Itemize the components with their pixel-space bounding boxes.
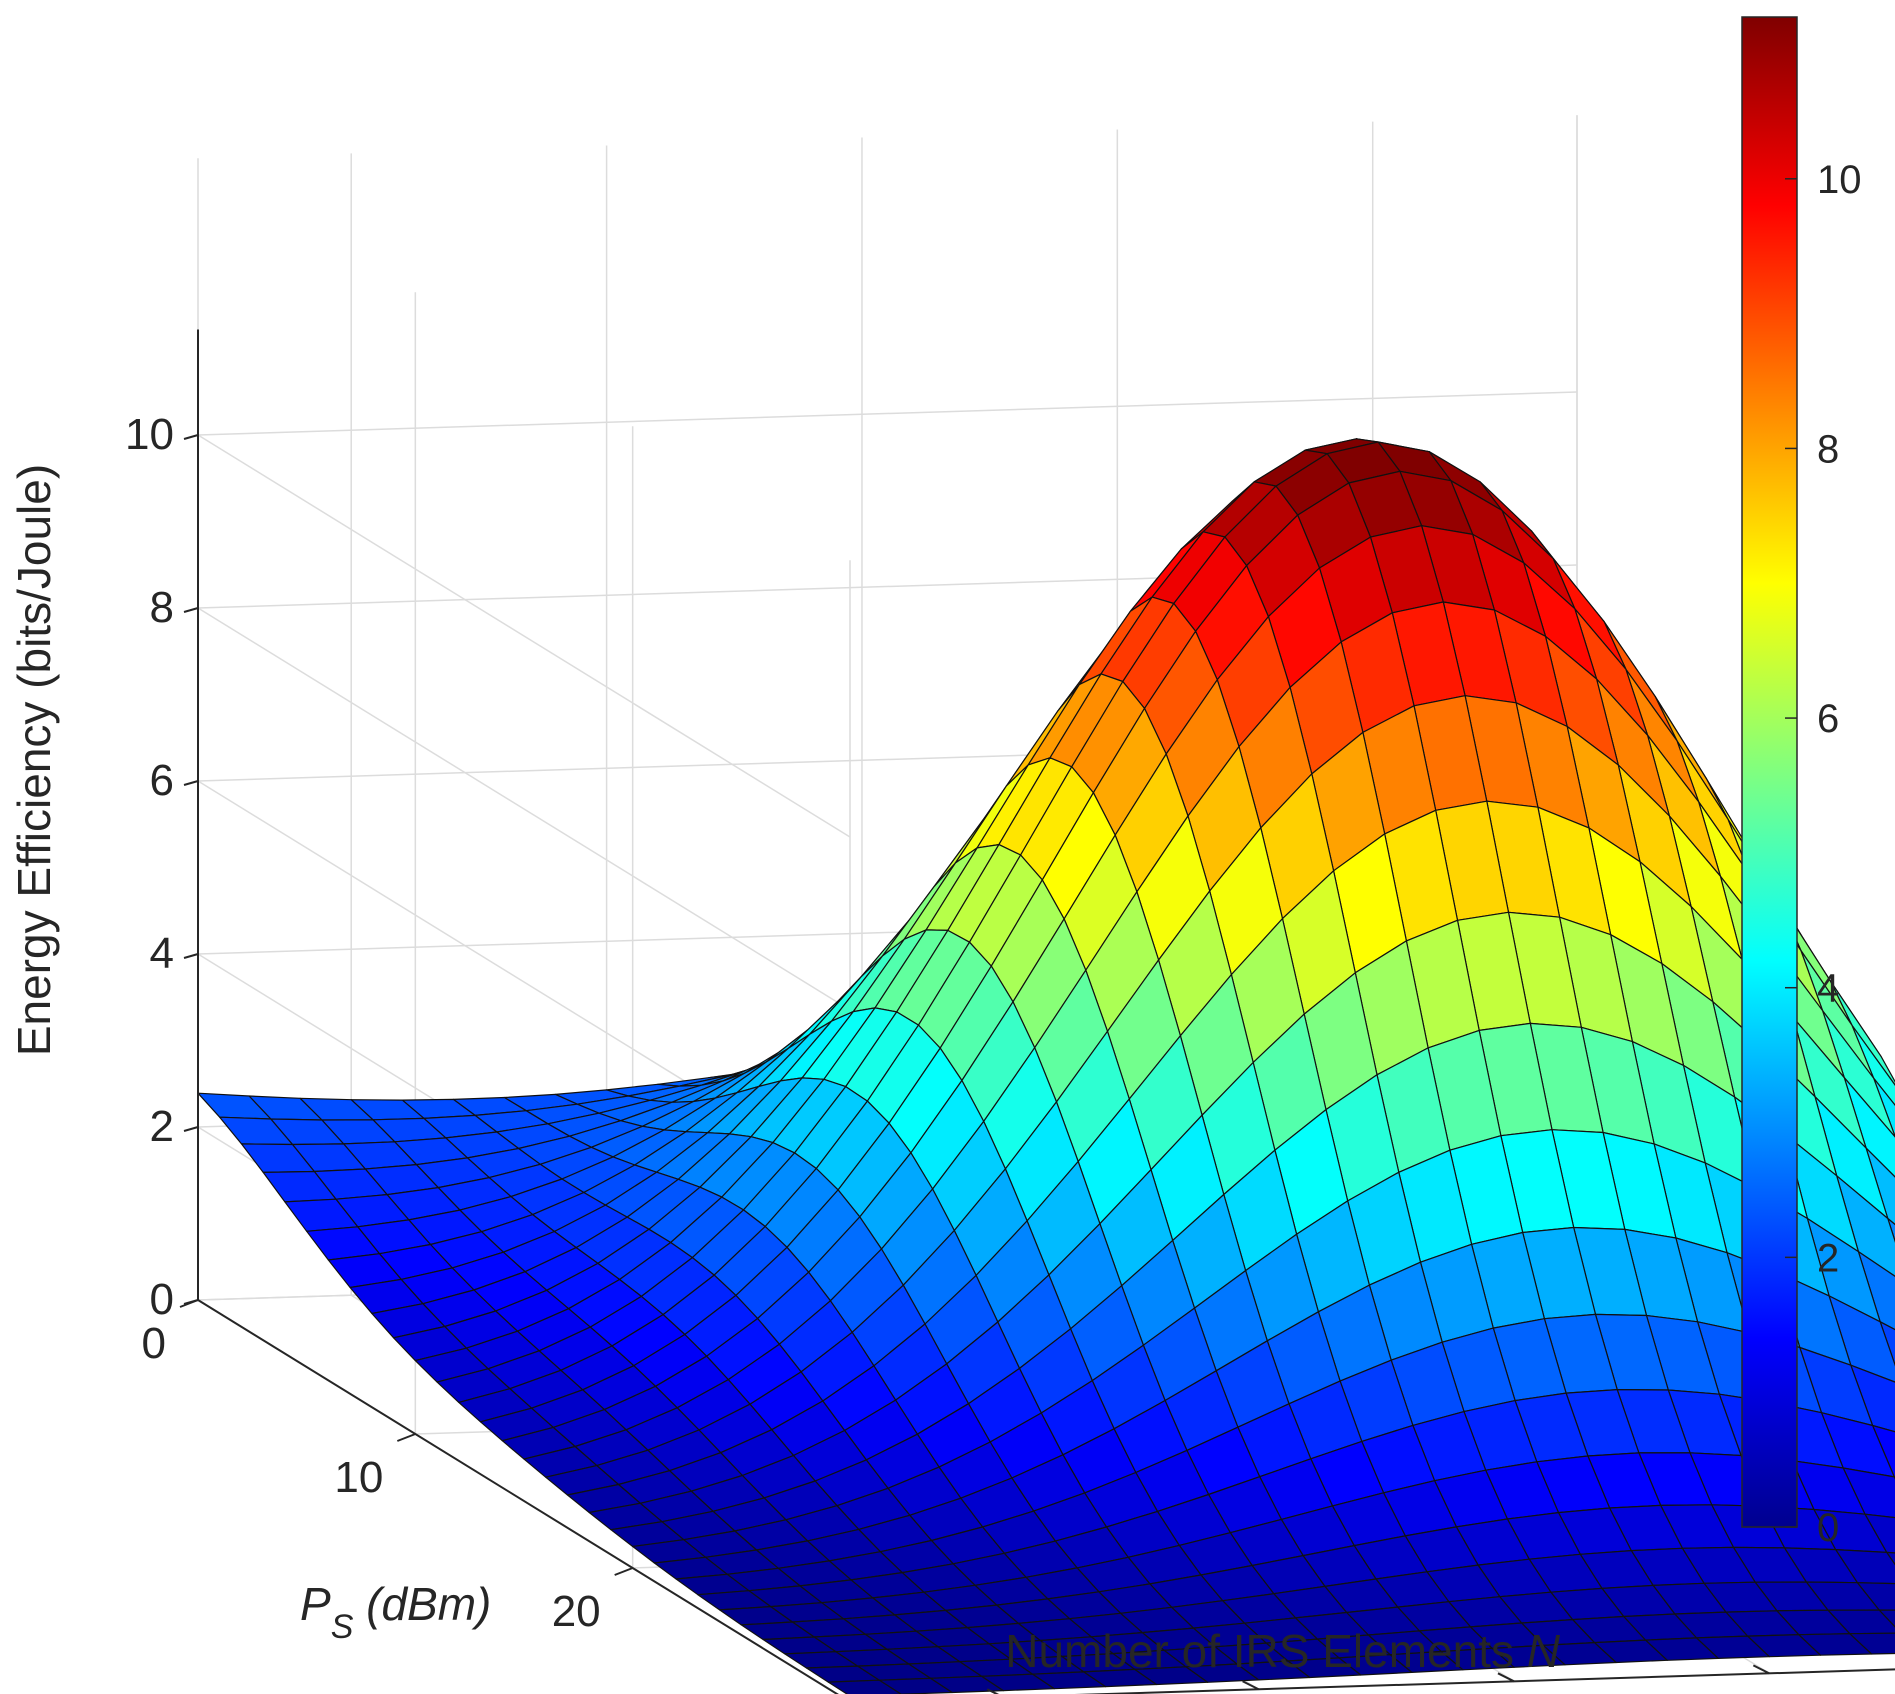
y-tick-mark xyxy=(1497,1672,1515,1683)
y-axis-title: Number of IRS Elements N xyxy=(1005,1625,1561,1677)
z-tick-label: 10 xyxy=(125,410,174,459)
z-tick-label: 2 xyxy=(150,1102,174,1151)
x-tick-mark xyxy=(396,1433,416,1442)
x-tick-mark xyxy=(179,1299,199,1308)
surface-patch xyxy=(827,1679,902,1694)
y-axis-title-var: N xyxy=(1527,1625,1561,1677)
colorbar-tick-label: 10 xyxy=(1817,158,1862,202)
colorbar-bar xyxy=(1741,16,1798,1528)
x-axis-ticks: 0102030 xyxy=(142,1299,634,1636)
y-tick-mark xyxy=(1242,1680,1260,1691)
y-tick-mark xyxy=(986,1688,1000,1694)
z-tick-label: 4 xyxy=(150,929,174,978)
colorbar-tick-label: 6 xyxy=(1817,697,1839,741)
y-tick-mark xyxy=(1752,1664,1770,1675)
z-tick-mark xyxy=(183,953,199,959)
z-tick-label: 8 xyxy=(150,583,174,632)
x-axis-title: PS (dBm) xyxy=(300,1578,491,1646)
z-tick-mark xyxy=(183,1126,199,1132)
y-axis-line xyxy=(1074,1668,1895,1694)
x-axis-line xyxy=(197,1299,839,1694)
y-axis-title-text: Number of IRS Elements xyxy=(1005,1625,1527,1677)
x-tick-label: 0 xyxy=(142,1319,166,1368)
colorbar-tick-label: 4 xyxy=(1817,967,1839,1011)
x-tick-label: 10 xyxy=(334,1453,383,1502)
colorbar: 0 2 4 6 8 10 xyxy=(1741,16,1862,1550)
colorbar-tick-label: 8 xyxy=(1817,427,1839,471)
grid-line xyxy=(197,391,1578,436)
colorbar-ticks: 0 2 4 6 8 10 xyxy=(1785,158,1862,1550)
colorbar-tick-label: 2 xyxy=(1817,1236,1839,1280)
colorbar-tick-label: 0 xyxy=(1817,1506,1839,1550)
z-tick-mark xyxy=(183,434,199,440)
x-tick-label: 20 xyxy=(552,1587,601,1636)
z-tick-mark xyxy=(183,607,199,613)
x-axis-title-main: P xyxy=(300,1578,331,1630)
energy-efficiency-surface xyxy=(197,438,1895,1694)
grid-line xyxy=(197,434,851,838)
z-tick-mark xyxy=(183,780,199,786)
z-tick-label: 0 xyxy=(150,1275,174,1324)
x-tick-mark xyxy=(614,1567,634,1576)
z-tick-label: 6 xyxy=(150,756,174,805)
grid-line xyxy=(197,607,851,1011)
x-axis-title-unit: (dBm) xyxy=(353,1578,491,1630)
axis-lines xyxy=(197,329,1895,1694)
z-axis-title: Energy Efficiency (bits/Joule) xyxy=(8,464,60,1056)
x-axis-title-sub: S xyxy=(331,1608,354,1646)
y-axis-ticks: 50100150200250 xyxy=(986,1664,1770,1694)
z-axis-ticks: 0 2 4 6 8 10 xyxy=(125,410,199,1324)
